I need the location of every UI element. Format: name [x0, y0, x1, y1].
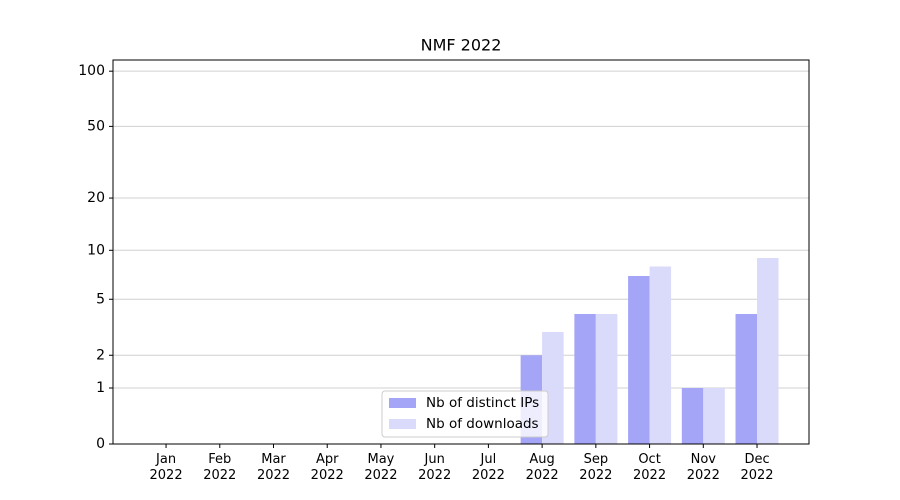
legend-box: [381, 390, 549, 438]
x-tick-label: Jul 2022: [471, 452, 505, 483]
bar: [757, 257, 779, 444]
x-tick-label: Jan 2022: [149, 452, 183, 483]
x-tick-label: Feb 2022: [203, 452, 237, 483]
bar: [649, 266, 672, 444]
x-tick-label: Sep 2022: [579, 452, 613, 483]
legend-swatch: [389, 398, 416, 408]
x-tick-label: Aug 2022: [525, 452, 559, 483]
x-tick-label: Apr 2022: [310, 452, 344, 483]
x-tick-label: Jun 2022: [418, 452, 452, 483]
legend-swatch: [389, 419, 416, 429]
x-tick-label: Nov 2022: [686, 452, 720, 483]
bar: [628, 276, 650, 444]
bar: [735, 313, 758, 444]
bar: [595, 313, 618, 444]
x-tick-label: May 2022: [364, 452, 398, 483]
y-tick-label: 50: [87, 118, 105, 134]
bar: [681, 388, 704, 444]
y-tick-label: 100: [78, 63, 105, 79]
y-tick-label: 2: [96, 347, 105, 363]
x-tick-label: Mar 2022: [256, 452, 291, 483]
y-tick-label: 5: [96, 291, 105, 307]
legend-label: Nb of downloads: [426, 416, 539, 432]
y-tick-label: 10: [87, 242, 105, 258]
bar: [703, 388, 725, 444]
bar: [574, 313, 596, 444]
x-tick-label: Oct 2022: [633, 452, 667, 483]
chart-title: NMF 2022: [421, 36, 502, 55]
y-tick-label: 0: [96, 436, 105, 452]
legend-label: Nb of distinct IPs: [426, 395, 539, 411]
x-tick-label: Dec 2022: [740, 452, 774, 483]
y-tick-label: 1: [96, 380, 105, 396]
y-tick-label: 20: [87, 190, 105, 206]
plot-frame: [112, 59, 810, 445]
